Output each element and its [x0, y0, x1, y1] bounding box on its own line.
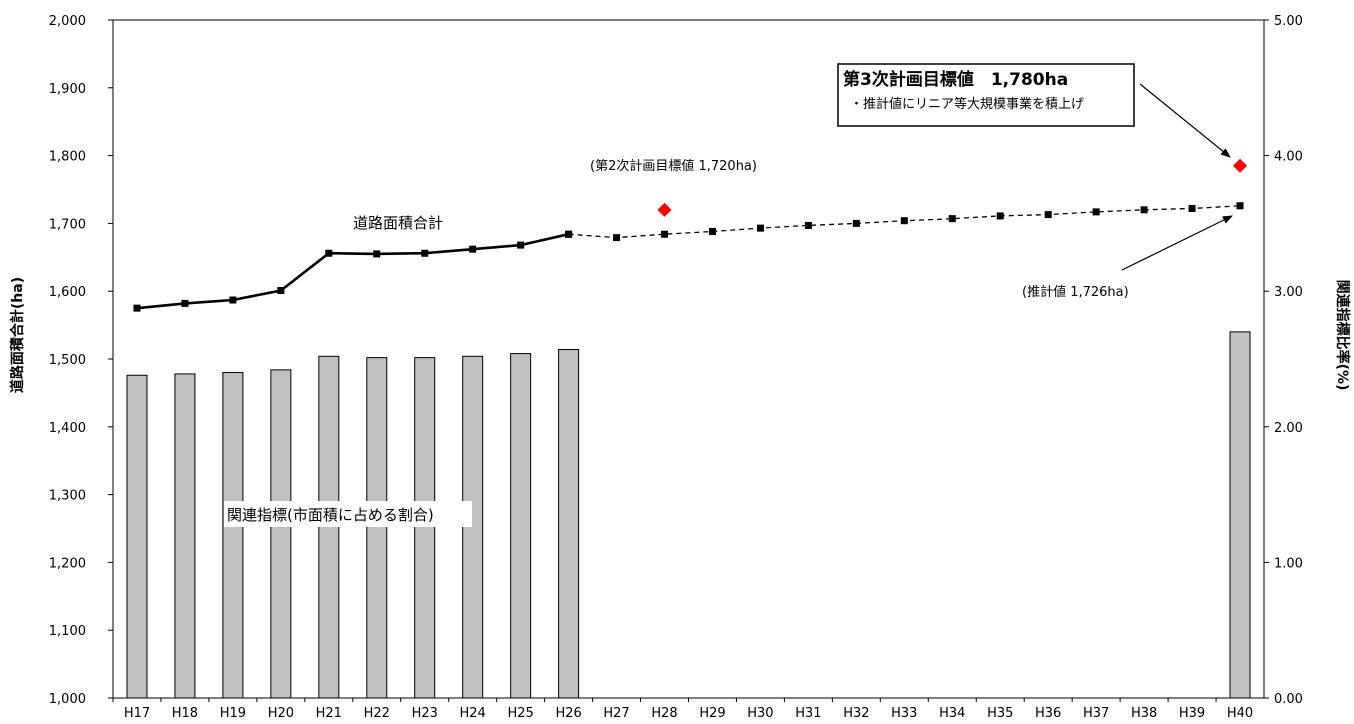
third-target-note: ・推計値にリニア等大規模事業を積上げ	[850, 96, 1084, 112]
line-series-label: 道路面積合計	[353, 214, 443, 232]
data-point	[613, 234, 621, 242]
bar	[558, 349, 580, 699]
data-point	[181, 299, 189, 307]
data-point	[756, 224, 764, 232]
bar	[366, 357, 388, 699]
x-tick-label: H22	[364, 706, 390, 721]
data-point	[373, 250, 381, 258]
x-tick-label: H36	[1035, 706, 1061, 721]
data-point	[1188, 204, 1196, 212]
x-tick-label: H20	[268, 706, 294, 721]
bar	[126, 374, 148, 699]
target-point	[657, 202, 672, 217]
x-tick-label: H34	[939, 706, 965, 721]
y-left-tick-label: 1,400	[49, 421, 86, 436]
bar-label-bg	[224, 501, 472, 527]
target-point	[1233, 158, 1248, 173]
x-tick-label: H29	[699, 706, 725, 721]
y-left-tick-label: 1,500	[49, 353, 86, 368]
data-point	[661, 230, 669, 238]
data-point	[133, 304, 141, 312]
data-point	[996, 212, 1004, 220]
data-point	[277, 287, 285, 295]
x-tick-label: H31	[795, 706, 821, 721]
y-right-axis-title: 関連指標比率(%)	[1334, 280, 1351, 391]
y-left-tick-label: 1,200	[49, 556, 86, 571]
data-point	[1236, 202, 1244, 210]
y-left-tick-label: 1,100	[49, 624, 86, 639]
data-point	[1044, 211, 1052, 219]
y-left-tick-label: 1,800	[49, 150, 86, 165]
y-left-tick-label: 1,000	[49, 692, 86, 707]
y-left-tick-label: 1,300	[49, 489, 86, 504]
y-right-tick-label: 4.00	[1274, 150, 1303, 165]
third-target-arrow	[1139, 83, 1231, 158]
y-right-tick-label: 5.00	[1274, 14, 1303, 29]
x-tick-label: H32	[843, 706, 869, 721]
data-point	[1092, 208, 1100, 216]
third-target-box	[837, 63, 1135, 127]
bar	[462, 355, 484, 699]
data-point	[421, 249, 429, 257]
bar	[174, 373, 196, 699]
data-point	[1140, 206, 1148, 214]
x-tick-label: H39	[1179, 706, 1205, 721]
x-tick-label: H30	[747, 706, 773, 721]
x-tick-label: H33	[891, 706, 917, 721]
y-left-tick-label: 2,000	[49, 14, 86, 29]
bar	[510, 353, 532, 699]
plot-frame	[112, 19, 1265, 699]
x-tick-label: H24	[460, 706, 486, 721]
x-tick-label: H26	[555, 706, 581, 721]
x-tick-label: H27	[603, 706, 629, 721]
third-target-title: 第3次計画目標値 1,780ha	[843, 69, 1068, 90]
line-actual	[136, 232, 569, 310]
x-tick-label: H38	[1131, 706, 1157, 721]
data-point	[804, 221, 812, 229]
data-point	[517, 241, 525, 249]
estimate-label: (推計値 1,726ha)	[1022, 284, 1129, 300]
data-point	[852, 219, 860, 227]
x-tick-label: H25	[507, 706, 533, 721]
bar	[222, 372, 244, 699]
data-point	[708, 228, 716, 236]
data-point	[948, 215, 956, 223]
y-left-tick-label: 1,700	[49, 217, 86, 232]
y-right-tick-label: 2.00	[1274, 421, 1303, 436]
y-right-tick-label: 0.00	[1274, 692, 1303, 707]
x-tick-label: H17	[124, 706, 150, 721]
x-tick-label: H37	[1083, 706, 1109, 721]
x-tick-label: H18	[172, 706, 198, 721]
y-left-axis-title: 道路面積合計(ha)	[9, 277, 26, 393]
x-tick-label: H21	[316, 706, 342, 721]
data-point	[229, 296, 237, 304]
x-tick-label: H23	[412, 706, 438, 721]
y-right-tick-label: 1.00	[1274, 556, 1303, 571]
x-tick-label: H35	[987, 706, 1013, 721]
y-right-tick-label: 3.00	[1274, 285, 1303, 300]
data-point	[900, 217, 908, 225]
bar	[1229, 331, 1251, 699]
bar	[414, 357, 436, 699]
y-left-tick-label: 1,600	[49, 285, 86, 300]
data-point	[325, 249, 333, 257]
y-left-tick-label: 1,900	[49, 82, 86, 97]
bar-series-label: 関連指標(市面積に占める割合)	[227, 506, 434, 524]
estimate-arrow	[1121, 215, 1233, 271]
x-tick-label: H19	[220, 706, 246, 721]
x-tick-label: H28	[651, 706, 677, 721]
data-point	[469, 245, 477, 253]
second-target-label: (第2次計画目標値 1,720ha)	[590, 158, 757, 174]
data-point	[565, 230, 573, 238]
bar	[270, 369, 292, 699]
bar	[318, 355, 340, 699]
x-tick-label: H40	[1227, 706, 1253, 721]
